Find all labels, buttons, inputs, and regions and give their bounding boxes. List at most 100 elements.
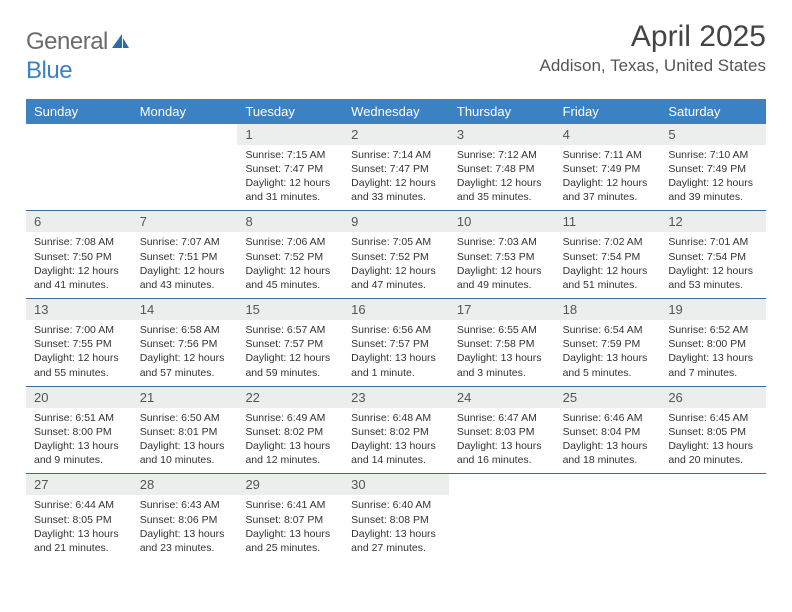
day-number: 29 <box>237 474 343 495</box>
calendar-week: 13Sunrise: 7:00 AMSunset: 7:55 PMDayligh… <box>26 299 766 387</box>
day-number: 20 <box>26 387 132 408</box>
day-details: Sunrise: 7:01 AMSunset: 7:54 PMDaylight:… <box>660 232 766 298</box>
daylight-text: Daylight: 12 hours and 39 minutes. <box>668 176 758 204</box>
calendar-day: 26Sunrise: 6:45 AMSunset: 8:05 PMDayligh… <box>660 387 766 474</box>
sunrise-text: Sunrise: 6:54 AM <box>563 323 653 337</box>
daylight-text: Daylight: 12 hours and 33 minutes. <box>351 176 441 204</box>
weekday-header: Tuesday <box>237 99 343 124</box>
daylight-text: Daylight: 12 hours and 43 minutes. <box>140 264 230 292</box>
day-details: Sunrise: 6:40 AMSunset: 8:08 PMDaylight:… <box>343 495 449 561</box>
day-number: 18 <box>555 299 661 320</box>
month-title: April 2025 <box>540 20 767 54</box>
sunset-text: Sunset: 8:06 PM <box>140 513 230 527</box>
daylight-text: Daylight: 12 hours and 55 minutes. <box>34 351 124 379</box>
calendar-day: 25Sunrise: 6:46 AMSunset: 8:04 PMDayligh… <box>555 387 661 474</box>
day-details: Sunrise: 6:43 AMSunset: 8:06 PMDaylight:… <box>132 495 238 561</box>
day-details: Sunrise: 7:11 AMSunset: 7:49 PMDaylight:… <box>555 145 661 211</box>
calendar-day: 2Sunrise: 7:14 AMSunset: 7:47 PMDaylight… <box>343 124 449 211</box>
daylight-text: Daylight: 12 hours and 51 minutes. <box>563 264 653 292</box>
day-number <box>132 124 238 146</box>
calendar-day <box>660 474 766 561</box>
sunrise-text: Sunrise: 6:47 AM <box>457 411 547 425</box>
day-details: Sunrise: 6:50 AMSunset: 8:01 PMDaylight:… <box>132 408 238 474</box>
daylight-text: Daylight: 12 hours and 35 minutes. <box>457 176 547 204</box>
day-details: Sunrise: 7:05 AMSunset: 7:52 PMDaylight:… <box>343 232 449 298</box>
logo-word-1: General <box>26 28 108 55</box>
calendar-day: 6Sunrise: 7:08 AMSunset: 7:50 PMDaylight… <box>26 211 132 298</box>
day-number: 4 <box>555 124 661 145</box>
day-details: Sunrise: 6:51 AMSunset: 8:00 PMDaylight:… <box>26 408 132 474</box>
sunrise-text: Sunrise: 7:06 AM <box>245 235 335 249</box>
header: GeneralBlue April 2025 Addison, Texas, U… <box>26 20 766 85</box>
weekday-header-row: Sunday Monday Tuesday Wednesday Thursday… <box>26 99 766 124</box>
calendar-day: 11Sunrise: 7:02 AMSunset: 7:54 PMDayligh… <box>555 211 661 298</box>
day-number: 26 <box>660 387 766 408</box>
daylight-text: Daylight: 13 hours and 1 minute. <box>351 351 441 379</box>
day-details: Sunrise: 6:56 AMSunset: 7:57 PMDaylight:… <box>343 320 449 386</box>
day-details: Sunrise: 7:14 AMSunset: 7:47 PMDaylight:… <box>343 145 449 211</box>
day-number: 1 <box>237 124 343 145</box>
sunrise-text: Sunrise: 7:05 AM <box>351 235 441 249</box>
daylight-text: Daylight: 13 hours and 3 minutes. <box>457 351 547 379</box>
sunrise-text: Sunrise: 6:52 AM <box>668 323 758 337</box>
sunrise-text: Sunrise: 7:03 AM <box>457 235 547 249</box>
sunrise-text: Sunrise: 6:57 AM <box>245 323 335 337</box>
calendar-day: 7Sunrise: 7:07 AMSunset: 7:51 PMDaylight… <box>132 211 238 298</box>
calendar-week: 1Sunrise: 7:15 AMSunset: 7:47 PMDaylight… <box>26 124 766 212</box>
sunrise-text: Sunrise: 6:41 AM <box>245 498 335 512</box>
sunset-text: Sunset: 7:49 PM <box>563 162 653 176</box>
daylight-text: Daylight: 13 hours and 14 minutes. <box>351 439 441 467</box>
sunrise-text: Sunrise: 6:43 AM <box>140 498 230 512</box>
calendar-day: 4Sunrise: 7:11 AMSunset: 7:49 PMDaylight… <box>555 124 661 211</box>
daylight-text: Daylight: 12 hours and 47 minutes. <box>351 264 441 292</box>
day-details: Sunrise: 7:07 AMSunset: 7:51 PMDaylight:… <box>132 232 238 298</box>
logo-word-2: Blue <box>26 57 72 84</box>
sunset-text: Sunset: 7:58 PM <box>457 337 547 351</box>
calendar-day: 21Sunrise: 6:50 AMSunset: 8:01 PMDayligh… <box>132 387 238 474</box>
logo-text: GeneralBlue <box>26 28 131 85</box>
sunrise-text: Sunrise: 6:40 AM <box>351 498 441 512</box>
daylight-text: Daylight: 12 hours and 49 minutes. <box>457 264 547 292</box>
calendar: Sunday Monday Tuesday Wednesday Thursday… <box>26 99 766 561</box>
day-number: 21 <box>132 387 238 408</box>
daylight-text: Daylight: 12 hours and 45 minutes. <box>245 264 335 292</box>
day-number: 25 <box>555 387 661 408</box>
sunrise-text: Sunrise: 6:48 AM <box>351 411 441 425</box>
sunrise-text: Sunrise: 7:07 AM <box>140 235 230 249</box>
daylight-text: Daylight: 12 hours and 57 minutes. <box>140 351 230 379</box>
day-details: Sunrise: 6:46 AMSunset: 8:04 PMDaylight:… <box>555 408 661 474</box>
day-details: Sunrise: 7:08 AMSunset: 7:50 PMDaylight:… <box>26 232 132 298</box>
logo: GeneralBlue <box>26 20 131 85</box>
day-details: Sunrise: 7:03 AMSunset: 7:53 PMDaylight:… <box>449 232 555 298</box>
sunset-text: Sunset: 7:56 PM <box>140 337 230 351</box>
sunrise-text: Sunrise: 6:50 AM <box>140 411 230 425</box>
day-details: Sunrise: 7:00 AMSunset: 7:55 PMDaylight:… <box>26 320 132 386</box>
weekday-header: Friday <box>555 99 661 124</box>
day-number: 14 <box>132 299 238 320</box>
sunset-text: Sunset: 8:00 PM <box>34 425 124 439</box>
daylight-text: Daylight: 13 hours and 21 minutes. <box>34 527 124 555</box>
sunrise-text: Sunrise: 6:51 AM <box>34 411 124 425</box>
calendar-day: 23Sunrise: 6:48 AMSunset: 8:02 PMDayligh… <box>343 387 449 474</box>
sunrise-text: Sunrise: 6:49 AM <box>245 411 335 425</box>
sunset-text: Sunset: 7:47 PM <box>245 162 335 176</box>
sunset-text: Sunset: 7:53 PM <box>457 250 547 264</box>
day-number <box>555 474 661 496</box>
day-number: 10 <box>449 211 555 232</box>
daylight-text: Daylight: 13 hours and 18 minutes. <box>563 439 653 467</box>
day-details: Sunrise: 6:52 AMSunset: 8:00 PMDaylight:… <box>660 320 766 386</box>
calendar-day: 17Sunrise: 6:55 AMSunset: 7:58 PMDayligh… <box>449 299 555 386</box>
sunset-text: Sunset: 8:07 PM <box>245 513 335 527</box>
day-number: 2 <box>343 124 449 145</box>
sunset-text: Sunset: 8:01 PM <box>140 425 230 439</box>
sunrise-text: Sunrise: 7:14 AM <box>351 148 441 162</box>
calendar-day: 16Sunrise: 6:56 AMSunset: 7:57 PMDayligh… <box>343 299 449 386</box>
day-number: 7 <box>132 211 238 232</box>
calendar-day: 20Sunrise: 6:51 AMSunset: 8:00 PMDayligh… <box>26 387 132 474</box>
sunset-text: Sunset: 7:57 PM <box>351 337 441 351</box>
day-number: 23 <box>343 387 449 408</box>
weekday-header: Thursday <box>449 99 555 124</box>
title-block: April 2025 Addison, Texas, United States <box>540 20 767 76</box>
daylight-text: Daylight: 13 hours and 5 minutes. <box>563 351 653 379</box>
day-details: Sunrise: 6:44 AMSunset: 8:05 PMDaylight:… <box>26 495 132 561</box>
